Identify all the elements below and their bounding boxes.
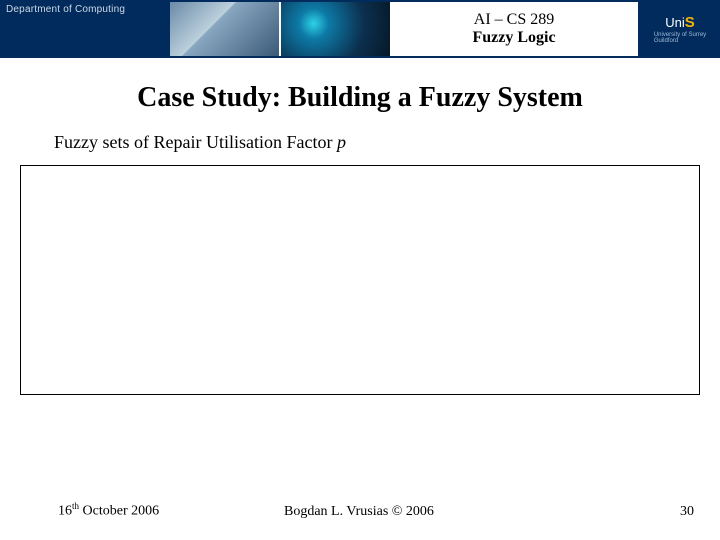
footer-page-number: 30 — [634, 504, 694, 520]
header-uni-block: UniS University of Surrey Guildford — [640, 2, 720, 56]
course-subtitle: Fuzzy Logic — [472, 29, 555, 47]
header-photo-2 — [281, 2, 390, 56]
chart-placeholder — [20, 165, 700, 395]
course-code: AI – CS 289 — [474, 11, 554, 29]
header-title-block: AI – CS 289 Fuzzy Logic — [390, 2, 640, 56]
caption-variable: p — [337, 132, 346, 152]
footer-author: Bogdan L. Vrusias © 2006 — [258, 504, 634, 520]
dept-label: Department of Computing — [6, 4, 125, 15]
caption-prefix: Fuzzy sets of Repair Utilisation Factor — [54, 132, 337, 152]
header-dept-block: Department of Computing — [0, 2, 170, 56]
header-band: Department of Computing AI – CS 289 Fuzz… — [0, 0, 720, 58]
uni-s: S — [685, 14, 695, 31]
uni-short: UniS — [665, 14, 695, 31]
header-photos — [170, 2, 390, 56]
header-photo-1 — [170, 2, 279, 56]
uni-prefix: Uni — [665, 15, 685, 30]
uni-full: University of Surrey Guildford — [654, 32, 706, 44]
body-caption: Fuzzy sets of Repair Utilisation Factor … — [54, 132, 720, 153]
slide-title: Case Study: Building a Fuzzy System — [0, 82, 720, 114]
footer-date: 16th October 2006 — [58, 501, 258, 520]
footer: 16th October 2006 Bogdan L. Vrusias © 20… — [0, 501, 720, 520]
